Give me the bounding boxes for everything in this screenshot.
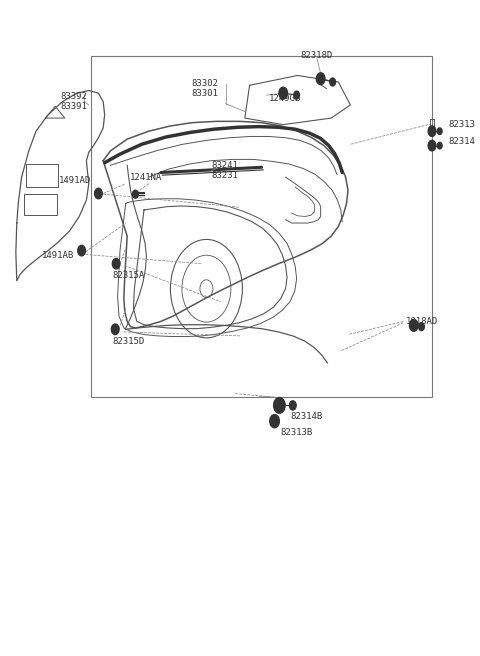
Text: 82314B: 82314B <box>290 412 323 421</box>
Circle shape <box>270 415 279 428</box>
Text: 82314: 82314 <box>449 136 476 146</box>
Circle shape <box>428 140 436 151</box>
Text: 1491AB: 1491AB <box>42 251 74 260</box>
Circle shape <box>428 126 436 136</box>
Circle shape <box>111 324 119 335</box>
Circle shape <box>330 78 336 86</box>
Circle shape <box>274 398 285 413</box>
Circle shape <box>279 87 288 99</box>
Circle shape <box>289 401 296 410</box>
Circle shape <box>112 258 120 269</box>
Text: 82313B: 82313B <box>281 428 313 438</box>
Circle shape <box>437 142 442 149</box>
Circle shape <box>294 91 300 99</box>
Circle shape <box>409 319 418 331</box>
Text: 82318D: 82318D <box>300 51 333 60</box>
Text: 1249GB: 1249GB <box>269 94 301 103</box>
Circle shape <box>78 245 85 256</box>
Circle shape <box>316 73 325 85</box>
Bar <box>26 164 58 187</box>
Text: 83392
83391: 83392 83391 <box>60 92 87 112</box>
Text: 82315A: 82315A <box>113 271 145 280</box>
Bar <box>91 56 432 397</box>
Text: 1491AD: 1491AD <box>59 176 91 185</box>
Text: 1241NA: 1241NA <box>130 173 162 182</box>
Text: 1018AD: 1018AD <box>406 317 438 326</box>
Circle shape <box>419 323 424 331</box>
Circle shape <box>132 190 138 198</box>
Text: 83302
83301: 83302 83301 <box>192 79 218 98</box>
Bar <box>24 194 57 215</box>
Text: 82315D: 82315D <box>113 337 145 346</box>
Text: 83241
83231: 83241 83231 <box>211 161 238 180</box>
Circle shape <box>437 128 442 134</box>
Text: 82313: 82313 <box>449 120 476 129</box>
Circle shape <box>95 188 102 199</box>
